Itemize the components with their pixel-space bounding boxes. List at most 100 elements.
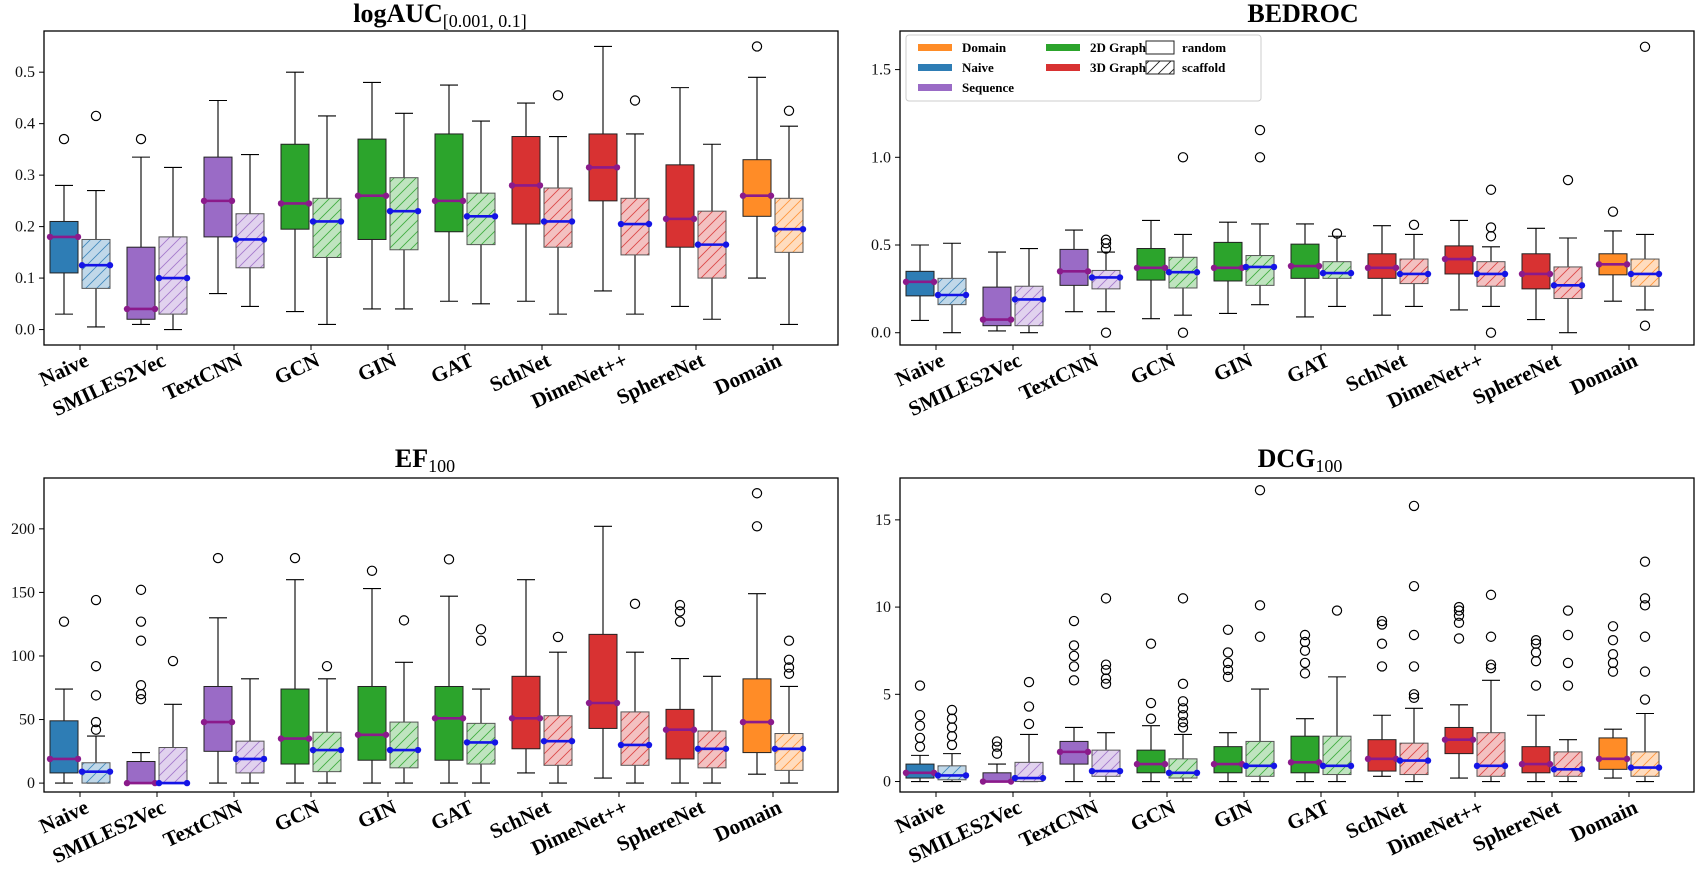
x-tick-label: SphereNet [613,795,708,857]
legend: Domain Naive Sequence 2D Graph 3D Graph rando… [905,34,1262,102]
outlier-point [1562,680,1574,691]
box-body [126,760,156,784]
box-random-textcnn [1056,615,1092,783]
outlier-point [398,615,410,626]
box-body [49,220,79,274]
boxes-ef100 [46,488,807,787]
median-dot [1546,760,1554,768]
outlier-point [674,616,686,627]
outlier-point [1254,631,1266,642]
median-dot [354,731,362,738]
median-dot [930,278,938,286]
box-random-dimenet [585,45,621,292]
median-dot [508,182,516,189]
median-dot [799,225,807,233]
box-random-gin [354,565,390,784]
box-random-domain [739,488,775,775]
outlier-point [1607,635,1619,646]
median-dot [1039,296,1047,303]
median-dot [934,772,942,779]
outlier-point [1100,234,1112,245]
boxes-dcg100 [902,485,1663,785]
outlier-point [1177,710,1189,721]
outlier-point [1299,636,1311,648]
median-dot [459,197,467,205]
box-body [1213,241,1243,282]
median-dot [309,218,317,225]
outlier-point [1453,605,1465,616]
box-scaffold-gat [1319,228,1355,307]
y-tick-label: 15 [875,512,891,529]
outlier-point [1068,650,1080,662]
box-body [1521,253,1551,290]
outlier-point [1100,238,1112,249]
median-dot [1518,760,1526,768]
box-body [203,156,233,238]
median-dot [1392,264,1400,272]
x-tick-label: TextCNN [1015,795,1102,852]
x-tick-label: GIN [1210,348,1256,387]
chart-title-ef100: EF100 [395,444,455,476]
box-scaffold-schnet [540,631,576,784]
box-hatch [1168,758,1198,779]
median-dot [1364,264,1372,272]
box-scaffold-gcn [1165,593,1201,783]
median-dot [1007,316,1015,323]
panel-bedroc: BEDROC 0.00.51.01.5 NaiveSMILES2VecTextC… [871,0,1695,421]
outlier-point [1562,629,1574,641]
median-dot [151,305,159,313]
box-random-spherenet [1518,227,1554,321]
box-scaffold-gin [1242,124,1278,306]
box-body [905,763,935,779]
outlier-point [1562,605,1574,616]
outlier-point [751,521,763,532]
box-random-gin [1210,624,1246,783]
median-dot [1655,764,1663,771]
outlier-point [1299,629,1311,641]
box-scaffold-spherenet [694,675,730,784]
box-scaffold-gcn [309,660,345,784]
box-hatch [1553,751,1583,777]
median-dot [459,715,467,722]
median-dot [305,200,313,207]
outlier-point [1376,661,1388,672]
box-body [1290,243,1320,279]
box-body [905,270,935,297]
outlier-point [1408,219,1420,231]
median-dot [1133,264,1141,272]
outlier-point [1177,678,1189,690]
box-hatch [620,711,650,766]
outlier-point [90,690,102,701]
median-dot [1116,274,1124,281]
median-dot [1424,757,1432,764]
legend-swatch [918,64,952,71]
outlier-point [1408,661,1420,672]
box-random-gcn [1133,638,1169,783]
box-body [280,688,310,765]
box-body [1059,248,1089,286]
median-dot [1161,760,1169,768]
box-scaffold-gcn [1165,152,1201,338]
outlier-point [1562,174,1574,186]
outlier-point [914,741,926,752]
median-dot [1165,769,1173,777]
outlier-point [1453,610,1465,622]
outlier-point [1145,638,1157,649]
median-dot [386,207,394,215]
outlier-point [1222,657,1234,669]
outlier-point [1485,662,1497,674]
median-dot [722,745,730,752]
median-dot [613,699,621,707]
x-tick-label: GAT [427,795,477,835]
box-body [203,685,233,752]
legend-label: Domain [962,40,1007,55]
median-dot [1347,269,1355,277]
median-dot [1210,264,1218,272]
box-scaffold-gin [1242,485,1278,783]
median-dot [1039,774,1047,782]
y-axis-dcg100: 0 5 10 15 [875,512,900,791]
median-dot [1011,774,1019,782]
median-dot [1056,268,1064,275]
median-dot [463,213,471,220]
